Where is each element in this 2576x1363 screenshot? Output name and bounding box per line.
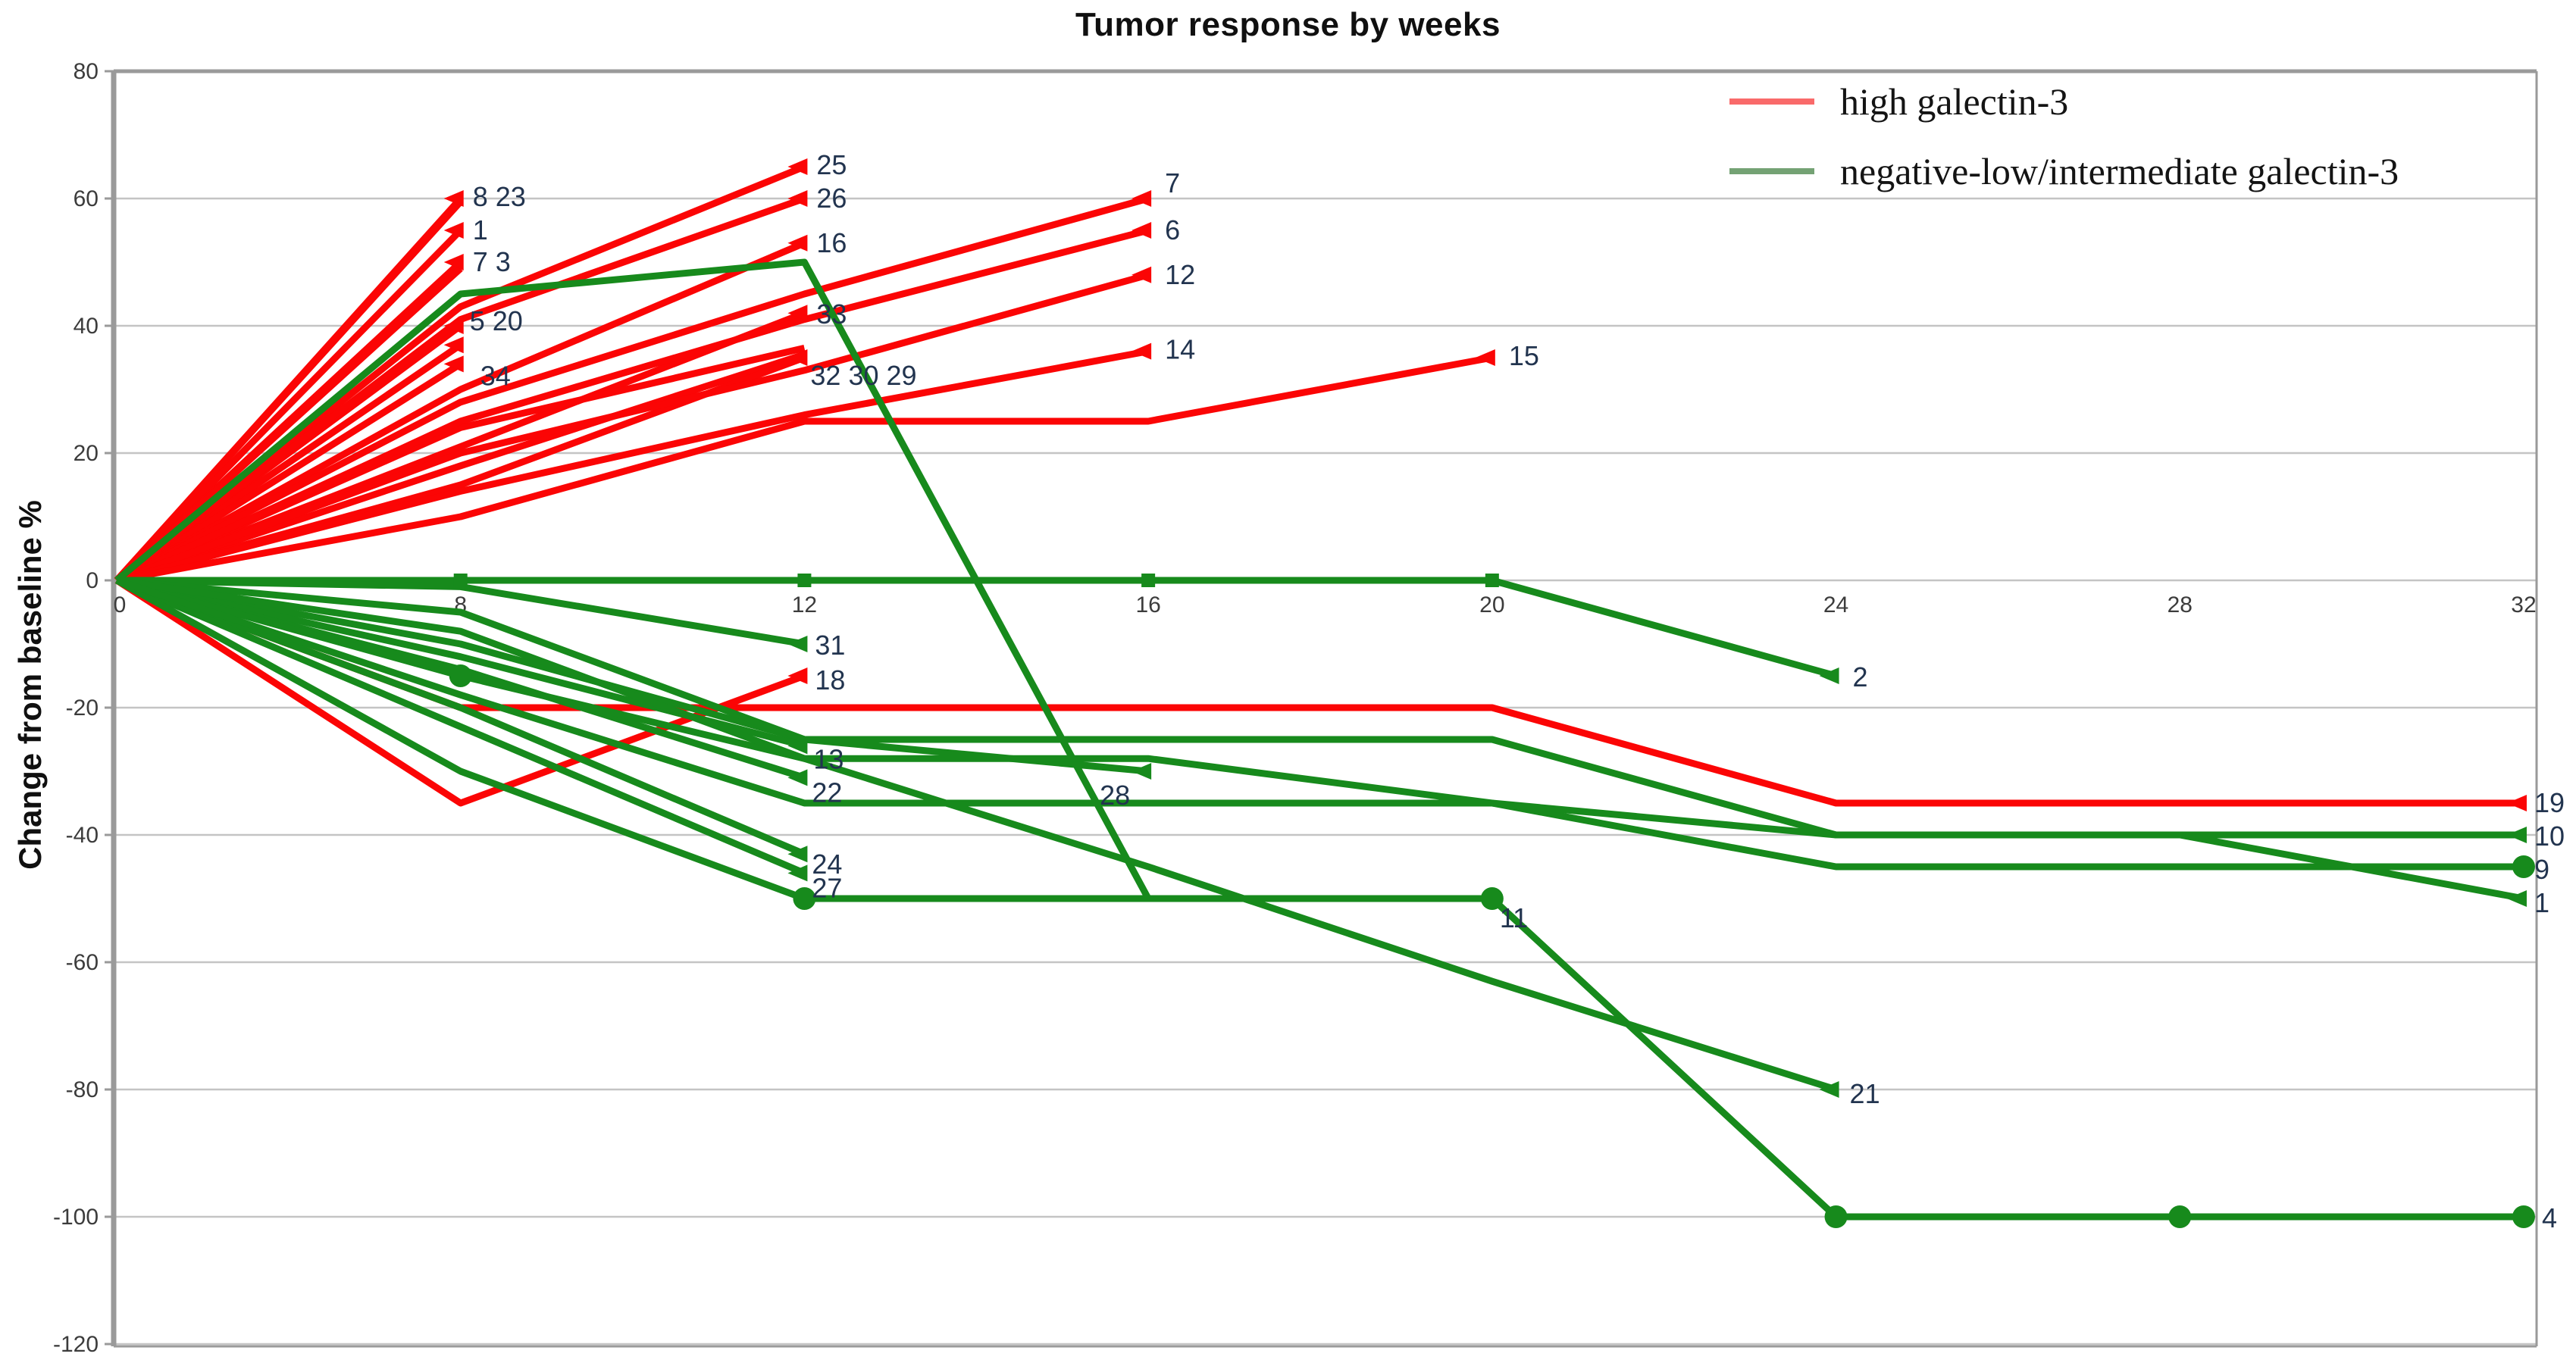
series-label-g28: 28 [1100, 780, 1130, 811]
svg-text:16: 16 [1135, 592, 1160, 617]
series-label-g9: 9 [2534, 854, 2549, 885]
series-markers [443, 158, 2535, 1228]
series-label-g22: 22 [812, 777, 842, 808]
series-label-r19: 19 [2534, 787, 2565, 818]
legend-item-neg: negative-low/intermediate galectin-3 [1729, 136, 2399, 206]
series-label-r7b: 7 [1165, 167, 1180, 199]
svg-text:20: 20 [74, 441, 99, 466]
legend-label-neg: negative-low/intermediate galectin-3 [1840, 150, 2399, 192]
series-line-g1 [115, 577, 2524, 902]
series-label-g11: 11 [1500, 902, 1528, 933]
series-label-r32: 32 30 29 [810, 360, 916, 391]
series-line-r1 [114, 227, 463, 583]
series-label-r7a: 7 3 [473, 246, 511, 277]
series-line-r30 [115, 351, 806, 584]
series-label-r14: 14 [1165, 334, 1195, 365]
series-line-r16 [114, 239, 806, 583]
svg-text:-40: -40 [66, 823, 99, 848]
series-label-r34: 34 [480, 360, 511, 391]
series-label-r33: 33 [816, 299, 847, 330]
series-label-r16: 16 [816, 227, 847, 258]
series-label-r26: 26 [816, 183, 847, 214]
svg-text:0: 0 [114, 592, 127, 617]
svg-text:28: 28 [2168, 592, 2193, 617]
page-title: Tumor response by weeks [1075, 6, 1501, 43]
x-axis-ticks: 0 8 12 16 20 24 28 32 [114, 592, 2537, 617]
y-axis-title: Change from baseline % [12, 500, 48, 870]
series-label-g27: 27 [812, 872, 842, 903]
green-line-icon [1729, 168, 1814, 174]
svg-text:-20: -20 [66, 696, 99, 721]
series-label-r12: 12 [1165, 259, 1195, 290]
series-line-g9 [116, 577, 2524, 871]
svg-text:40: 40 [74, 314, 99, 339]
series-label-r25: 25 [816, 149, 847, 180]
svg-text:-60: -60 [66, 950, 99, 975]
y-axis-ticks: 80 60 40 20 0 -20 -40 -60 -80 -100 -120 [53, 59, 114, 1357]
series-line-r6 [115, 227, 1150, 584]
series-label-r15: 15 [1509, 340, 1539, 371]
svg-text:0: 0 [86, 568, 99, 593]
svg-text:12: 12 [792, 592, 817, 617]
series-line-r14 [115, 348, 1149, 584]
svg-text:60: 60 [74, 186, 99, 211]
series-label-g31: 31 [815, 630, 845, 661]
series-label-g1: 1 [2534, 887, 2549, 918]
series-label-r6: 6 [1165, 214, 1180, 245]
svg-text:-120: -120 [53, 1332, 99, 1357]
svg-text:-100: -100 [53, 1205, 99, 1230]
series-label-r18: 18 [815, 664, 845, 696]
series-label-g21: 21 [1850, 1078, 1880, 1109]
series-line-g24 [115, 577, 806, 858]
series-label-g24: 24 [812, 849, 842, 880]
svg-text:80: 80 [74, 59, 99, 84]
red-line-icon [1729, 98, 1814, 105]
series-label-g4: 4 [2542, 1202, 2557, 1233]
series-label-g2: 2 [1853, 661, 1868, 692]
legend-item-high: high galectin-3 [1729, 67, 2399, 136]
series-line-r19 [115, 577, 2524, 807]
series-line-g27 [115, 577, 806, 877]
series-label-r20: 5 20 [470, 305, 523, 336]
svg-text:-80: -80 [66, 1077, 99, 1102]
series-label-r8: 8 23 [473, 181, 526, 212]
series-label-g10: 10 [2534, 821, 2565, 852]
series-label-r1: 1 [473, 214, 488, 245]
svg-text:20: 20 [1479, 592, 1504, 617]
series-line-r7b [114, 195, 1150, 583]
svg-text:32: 32 [2511, 592, 2536, 617]
series-line-r15 [116, 354, 1493, 584]
series-label-g13: 13 [813, 743, 844, 774]
svg-text:24: 24 [1823, 592, 1848, 617]
legend-label-high: high galectin-3 [1840, 80, 2069, 123]
series-line-g21 [115, 577, 1837, 1093]
series-line-r34 [114, 361, 463, 583]
legend: high galectin-3 negative-low/intermediat… [1729, 67, 2399, 206]
series-line-r12 [115, 271, 1150, 584]
